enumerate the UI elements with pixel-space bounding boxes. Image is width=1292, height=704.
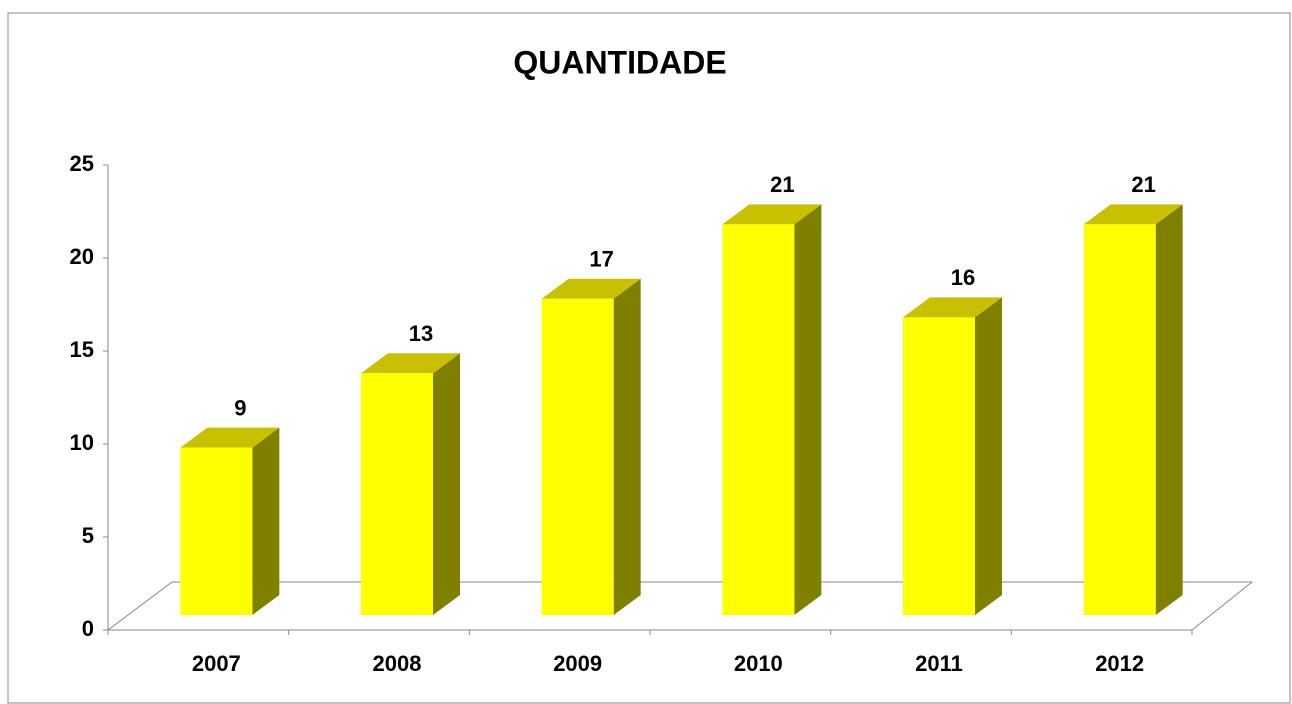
bar [361,373,433,615]
x-tick-label: 2007 [192,651,241,676]
bar-side [975,297,1002,615]
value-label: 13 [409,321,433,346]
chart-title: QUANTIDADE [513,44,726,80]
x-tick-label: 2011 [915,651,963,676]
bar [722,224,795,615]
y-tick-label: 0 [82,616,94,641]
bar-side [794,204,822,615]
bar-top [1083,204,1183,225]
x-tick-label: 2012 [1095,651,1144,676]
bar-top [541,278,641,299]
value-label: 21 [770,172,794,197]
bar [180,447,253,615]
value-label: 21 [1131,172,1155,197]
x-tick-label: 2008 [373,651,422,676]
bar-side [1155,204,1183,615]
bar [903,317,975,615]
y-tick-label: 15 [70,337,94,362]
bar-top [722,204,822,225]
value-label: 16 [951,265,975,290]
bar-top [180,427,280,448]
y-tick-label: 5 [82,523,94,548]
value-label: 17 [589,247,613,272]
bar-side [613,278,641,615]
bar [541,298,614,615]
bar-top [361,353,460,374]
y-tick-label: 10 [70,430,94,455]
x-tick-label: 2009 [553,651,602,676]
y-tick-label: 20 [70,244,94,269]
value-label: 9 [234,395,246,420]
floor-outline [107,581,1254,631]
bar-top [903,297,1002,318]
x-tick-label: 2010 [734,651,783,676]
y-tick-label: 25 [70,151,94,176]
bar-side [252,427,280,615]
bar [1083,224,1156,615]
bar-side [433,353,460,615]
